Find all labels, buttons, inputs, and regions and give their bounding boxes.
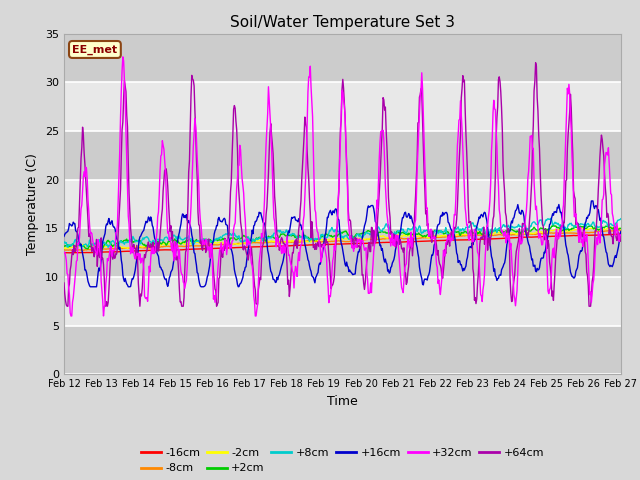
Legend: -16cm, -8cm, -2cm, +2cm, +8cm, +16cm, +32cm, +64cm: -16cm, -8cm, -2cm, +2cm, +8cm, +16cm, +3…: [136, 444, 548, 478]
Bar: [64, 228, 621, 277]
Bar: [64, 131, 621, 180]
X-axis label: Time: Time: [327, 395, 358, 408]
Bar: [64, 34, 621, 82]
Bar: [64, 82, 621, 131]
Title: Soil/Water Temperature Set 3: Soil/Water Temperature Set 3: [230, 15, 455, 30]
Bar: [64, 277, 621, 326]
Y-axis label: Temperature (C): Temperature (C): [26, 153, 40, 255]
Bar: [64, 326, 621, 374]
Bar: [64, 180, 621, 228]
Text: EE_met: EE_met: [72, 44, 118, 55]
